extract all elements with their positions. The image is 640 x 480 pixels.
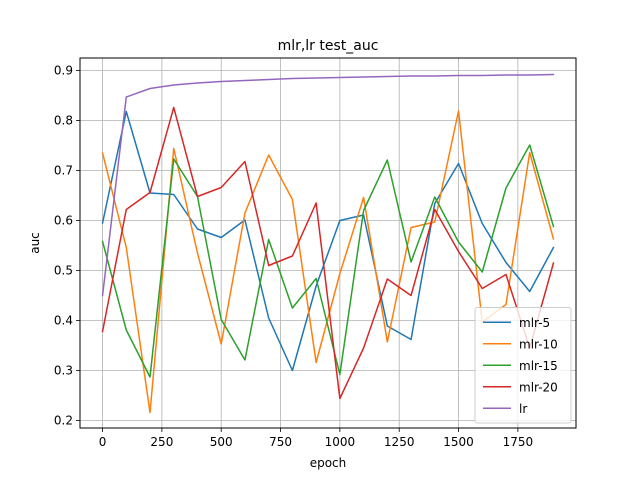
series-line-lr: [101, 73, 555, 297]
y-tick-label: 0.2: [54, 414, 73, 428]
y-tick-label: 0.9: [54, 64, 73, 78]
x-axis-label: epoch: [310, 456, 347, 470]
y-tick-label: 0.7: [54, 164, 73, 178]
x-tick-label: 500: [210, 435, 233, 449]
y-tick-label: 0.3: [54, 364, 73, 378]
x-tick-label: 1000: [325, 435, 356, 449]
series-line-mlr-20: [101, 106, 555, 400]
y-tick-label: 0.4: [54, 314, 73, 328]
y-tick-label: 0.8: [54, 114, 73, 128]
y-tick-label: 0.5: [54, 264, 73, 278]
legend-label: mlr-20: [519, 380, 558, 394]
x-axis: 0 250 500 750 1000 1250 1500 1750: [99, 428, 533, 449]
x-tick-label: 750: [269, 435, 292, 449]
legend-box: [474, 307, 572, 424]
legend-label: mlr-5: [519, 316, 550, 330]
x-tick-label: 0: [99, 435, 107, 449]
x-tick-label: 250: [150, 435, 173, 449]
legend-label: mlr-10: [519, 337, 558, 351]
legend-label: mlr-15: [519, 359, 558, 373]
legend: mlr-5 mlr-10 mlr-15 mlr-20 lr: [474, 307, 572, 424]
series-line-mlr-15: [101, 144, 555, 378]
chart-title: mlr,lr test_auc: [278, 38, 379, 54]
x-tick-label: 1500: [443, 435, 474, 449]
series-lines: [101, 73, 555, 414]
y-axis-label: auc: [28, 232, 42, 254]
y-axis: 0.2 0.3 0.4 0.5 0.6 0.7 0.8 0.9: [54, 64, 80, 428]
x-tick-label: 1750: [503, 435, 534, 449]
x-tick-label: 1250: [384, 435, 415, 449]
y-tick-label: 0.6: [54, 214, 73, 228]
series-line-mlr-5: [101, 110, 555, 372]
plot-frame: [79, 57, 577, 429]
legend-label: lr: [519, 402, 527, 416]
